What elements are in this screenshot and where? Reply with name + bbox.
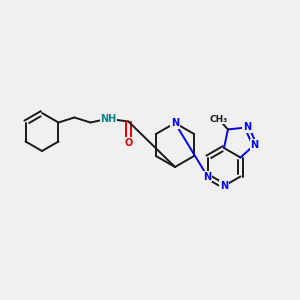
Text: O: O <box>124 137 133 148</box>
Text: N: N <box>220 181 228 191</box>
Text: CH₃: CH₃ <box>209 115 228 124</box>
Text: NH: NH <box>100 115 117 124</box>
Text: N: N <box>243 122 251 132</box>
Text: N: N <box>171 118 179 128</box>
Text: N: N <box>203 172 211 182</box>
Text: N: N <box>250 140 259 150</box>
